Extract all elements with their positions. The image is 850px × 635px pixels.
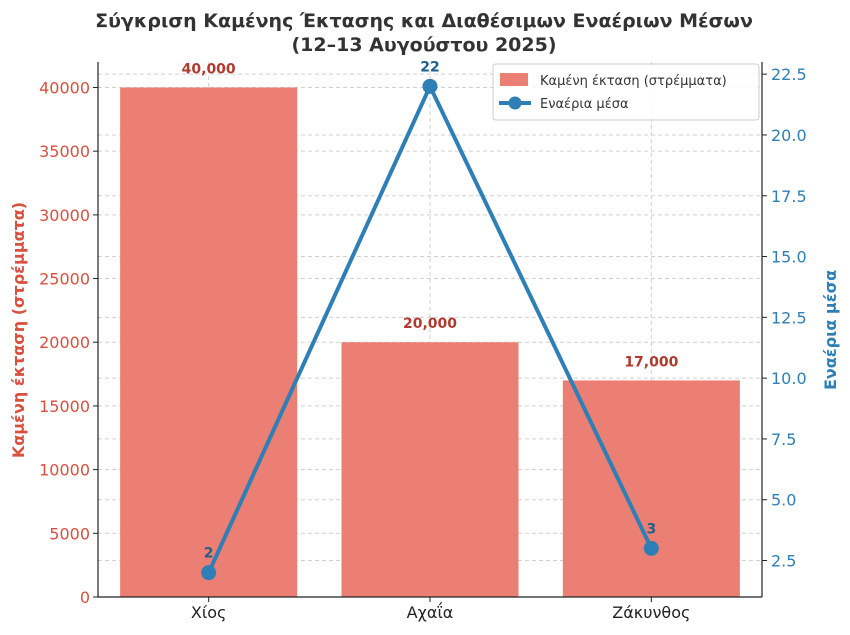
line-value-label: 3 xyxy=(646,521,656,537)
y-right-tick-label: 22.5 xyxy=(771,65,807,84)
y-right-tick-label: 17.5 xyxy=(771,187,807,206)
y-left-tick-label: 40000 xyxy=(39,78,90,97)
legend-line-label: Εναέρια μέσα xyxy=(540,97,629,112)
y-right-tick-label: 7.5 xyxy=(771,430,796,449)
bar-value-label: 40,000 xyxy=(182,61,236,77)
line-point xyxy=(201,565,217,581)
y-left-tick-label: 30000 xyxy=(39,206,90,225)
x-tick-label: Ζάκυνθος xyxy=(612,603,690,622)
y-left-tick-label: 20000 xyxy=(39,333,90,352)
y-right-tick-label: 12.5 xyxy=(771,308,807,327)
y-right-tick-label: 2.5 xyxy=(771,552,796,571)
y-right-axis-label: Εναέρια μέσα xyxy=(821,270,840,390)
line-value-label: 22 xyxy=(420,59,439,75)
bar xyxy=(341,342,519,597)
line-value-label: 2 xyxy=(204,546,214,562)
legend-line-marker xyxy=(508,96,522,110)
x-tick-label: Χίος xyxy=(191,603,227,622)
bar-value-label: 20,000 xyxy=(403,316,457,332)
y-left-tick-label: 35000 xyxy=(39,142,90,161)
bar xyxy=(120,87,298,597)
y-left-tick-label: 0 xyxy=(80,588,90,607)
bar xyxy=(562,380,740,597)
y-left-tick-label: 25000 xyxy=(39,270,90,289)
legend: Καμένη έκταση (στρέμματα) Εναέρια μέσα xyxy=(492,63,760,121)
bar-value-label: 17,000 xyxy=(624,354,678,370)
y-right-tick-label: 15.0 xyxy=(771,248,807,267)
y-left-tick-label: 15000 xyxy=(39,397,90,416)
legend-box xyxy=(492,63,760,121)
legend-bar-swatch xyxy=(500,73,528,86)
bar-series: 40,000 20,000 17,000 xyxy=(120,61,740,597)
y-left-tick-label: 5000 xyxy=(49,524,90,543)
y-right-tick-label: 5.0 xyxy=(771,491,796,510)
line-point xyxy=(422,78,438,94)
y-right-tick-label: 20.0 xyxy=(771,126,807,145)
axes: 0 5000 10000 15000 20000 25000 30000 35000 40000… xyxy=(39,62,807,622)
legend-bar-label: Καμένη έκταση (στρέμματα) xyxy=(540,74,727,89)
y-left-axis-label: Καμένη έκταση (στρέμματα) xyxy=(9,202,28,458)
y-right-tick-label: 10.0 xyxy=(771,369,807,388)
chart-title-line1: Σύγκριση Καμένης Έκτασης και Διαθέσιμων … xyxy=(95,10,753,32)
chart-title-line2: (12–13 Αυγούστου 2025) xyxy=(291,34,556,56)
y-left-tick-label: 10000 xyxy=(39,461,90,480)
x-tick-label: Αχαΐα xyxy=(407,602,454,622)
line-point xyxy=(643,540,659,556)
